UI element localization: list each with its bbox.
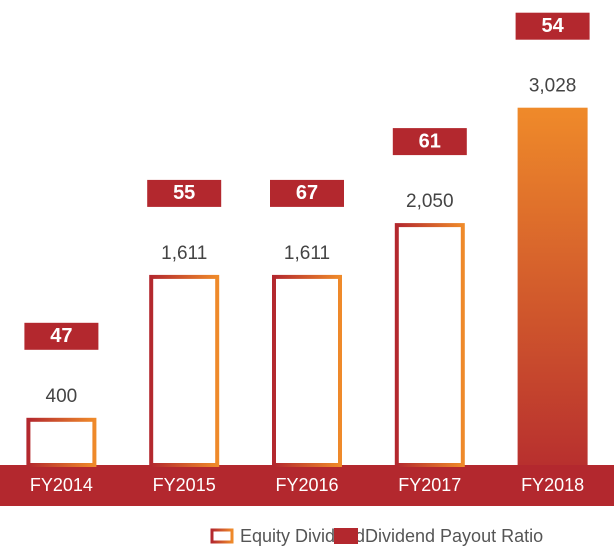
ratio-box bbox=[515, 12, 590, 40]
ratio-label: 47 bbox=[50, 325, 72, 347]
category-band bbox=[0, 465, 614, 506]
ratio-box bbox=[270, 179, 344, 207]
ratio-label: 61 bbox=[419, 130, 441, 152]
x-tick-label: FY2014 bbox=[30, 475, 93, 495]
bar bbox=[394, 223, 465, 467]
ratio-label: 67 bbox=[296, 182, 318, 204]
x-tick-label: FY2016 bbox=[275, 475, 338, 495]
ratio-label: 54 bbox=[541, 15, 564, 37]
legend-label: Equity Dividend bbox=[240, 526, 365, 546]
ratio-label: 55 bbox=[173, 182, 195, 204]
legend-swatch bbox=[210, 528, 234, 544]
value-label: 3,028 bbox=[529, 76, 577, 97]
bar bbox=[272, 274, 342, 468]
legend-label: Dividend Payout Ratio bbox=[365, 526, 543, 546]
legend-swatch bbox=[334, 528, 358, 544]
value-label: 1,611 bbox=[161, 243, 207, 264]
ratio-box bbox=[24, 322, 99, 350]
x-tick-label: FY2015 bbox=[153, 475, 216, 495]
ratio-box bbox=[147, 179, 222, 207]
value-label: 1,611 bbox=[284, 243, 330, 264]
x-tick-label: FY2018 bbox=[521, 475, 584, 495]
bar bbox=[149, 274, 220, 468]
bar bbox=[26, 417, 97, 467]
x-tick-label: FY2017 bbox=[398, 475, 461, 495]
value-label: 2,050 bbox=[406, 191, 454, 212]
ratio-box bbox=[392, 128, 467, 156]
value-label: 400 bbox=[46, 386, 78, 407]
bar bbox=[517, 107, 588, 466]
